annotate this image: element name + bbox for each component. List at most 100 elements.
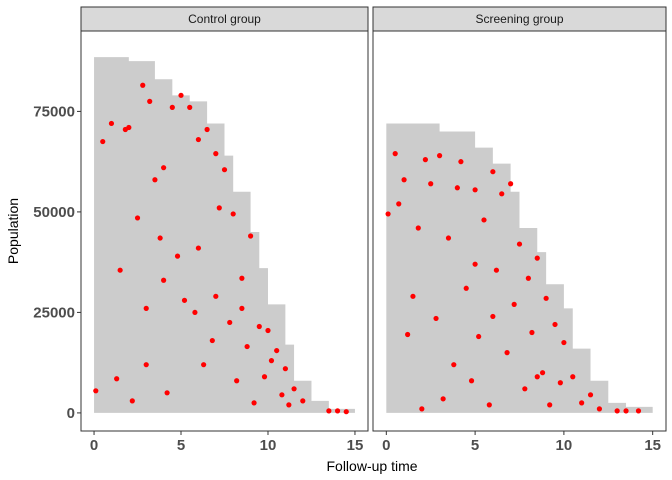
event-point <box>268 358 275 364</box>
event-point <box>436 153 443 159</box>
event-point <box>108 120 115 127</box>
risk-set-area-screening <box>386 123 653 413</box>
event-point <box>181 297 188 303</box>
event-point <box>213 151 219 157</box>
event-point <box>174 253 181 259</box>
event-point <box>529 329 535 336</box>
event-point <box>493 267 500 273</box>
event-point <box>201 362 207 368</box>
event-point <box>614 408 620 414</box>
event-point <box>286 402 292 408</box>
event-point <box>516 241 523 247</box>
x-tick-label: 0 <box>382 437 390 454</box>
event-point <box>570 374 576 380</box>
y-axis-title: Population <box>5 198 21 264</box>
x-tick-label: 15 <box>347 437 364 454</box>
event-point <box>187 104 193 110</box>
event-point <box>213 293 219 299</box>
event-point <box>178 92 184 98</box>
event-point <box>300 398 306 404</box>
event-point <box>490 169 496 175</box>
event-point <box>458 159 464 165</box>
event-point <box>129 398 135 404</box>
y-tick-label: 25000 <box>33 304 75 321</box>
event-point <box>557 380 563 386</box>
event-point <box>164 390 170 396</box>
event-point <box>334 408 341 414</box>
event-point <box>525 275 531 281</box>
x-tick-label: 0 <box>90 437 98 454</box>
event-point <box>279 392 285 398</box>
event-point <box>117 267 123 273</box>
event-point <box>282 366 288 372</box>
event-point <box>140 82 146 88</box>
event-point <box>265 327 271 334</box>
x-tick-label: 5 <box>177 437 185 454</box>
event-point <box>476 333 482 340</box>
event-point <box>204 126 210 133</box>
risk-set-area <box>94 57 355 413</box>
event-point <box>472 187 478 193</box>
event-point <box>396 201 402 207</box>
event-point <box>534 374 540 380</box>
event-points-screening <box>385 151 642 414</box>
x-tick-label: 10 <box>260 437 277 454</box>
strip-screening <box>372 6 667 32</box>
event-point <box>169 104 175 110</box>
event-point <box>234 378 240 384</box>
x-tick-label: 5 <box>471 437 479 454</box>
event-point <box>343 409 349 415</box>
event-point <box>552 321 558 328</box>
risk-set-area-control <box>94 57 355 413</box>
event-point <box>481 217 487 223</box>
event-point <box>239 275 245 281</box>
event-point <box>152 177 158 183</box>
event-point <box>147 98 153 104</box>
event-point <box>445 235 452 241</box>
event-point <box>543 295 549 301</box>
event-point <box>161 165 167 171</box>
event-point <box>428 181 434 187</box>
panel-control: Control group <box>80 6 369 432</box>
event-points-control <box>93 82 349 415</box>
event-point <box>490 313 496 320</box>
event-point <box>504 350 510 356</box>
event-point <box>405 331 411 338</box>
event-point <box>440 396 446 402</box>
event-point <box>463 285 469 291</box>
y-axis: 0 25000 50000 75000 <box>33 103 81 422</box>
event-point <box>410 293 416 299</box>
event-point <box>244 343 250 350</box>
event-point <box>511 301 517 307</box>
event-point <box>209 337 215 344</box>
event-point <box>114 376 120 382</box>
event-point <box>522 386 528 392</box>
x-axis-screening: 0 5 10 15 <box>382 431 661 454</box>
y-tick-label: 0 <box>67 405 75 422</box>
event-point <box>143 305 149 311</box>
event-point <box>472 261 478 267</box>
strip-label-control: Control group <box>188 12 261 26</box>
event-point <box>192 309 198 316</box>
event-point <box>239 305 245 311</box>
x-axis-control: 0 5 10 15 <box>90 431 363 454</box>
event-point <box>221 167 228 173</box>
event-point <box>385 211 391 217</box>
event-point <box>454 185 460 191</box>
y-tick-label: 50000 <box>33 204 75 221</box>
event-point <box>468 378 475 384</box>
y-tick-label: 75000 <box>33 103 75 120</box>
event-point <box>230 211 236 217</box>
strip-label-screening: Screening group <box>475 12 563 26</box>
event-point <box>195 245 202 251</box>
event-point <box>415 225 421 231</box>
x-axis-title: Follow-up time <box>326 458 417 474</box>
event-point <box>291 386 297 392</box>
event-point <box>100 138 106 145</box>
event-point <box>93 388 99 394</box>
x-tick-label: 15 <box>644 437 661 454</box>
event-point <box>157 235 163 241</box>
event-point <box>596 406 603 412</box>
event-point <box>216 205 222 211</box>
risk-set-area <box>386 123 653 413</box>
